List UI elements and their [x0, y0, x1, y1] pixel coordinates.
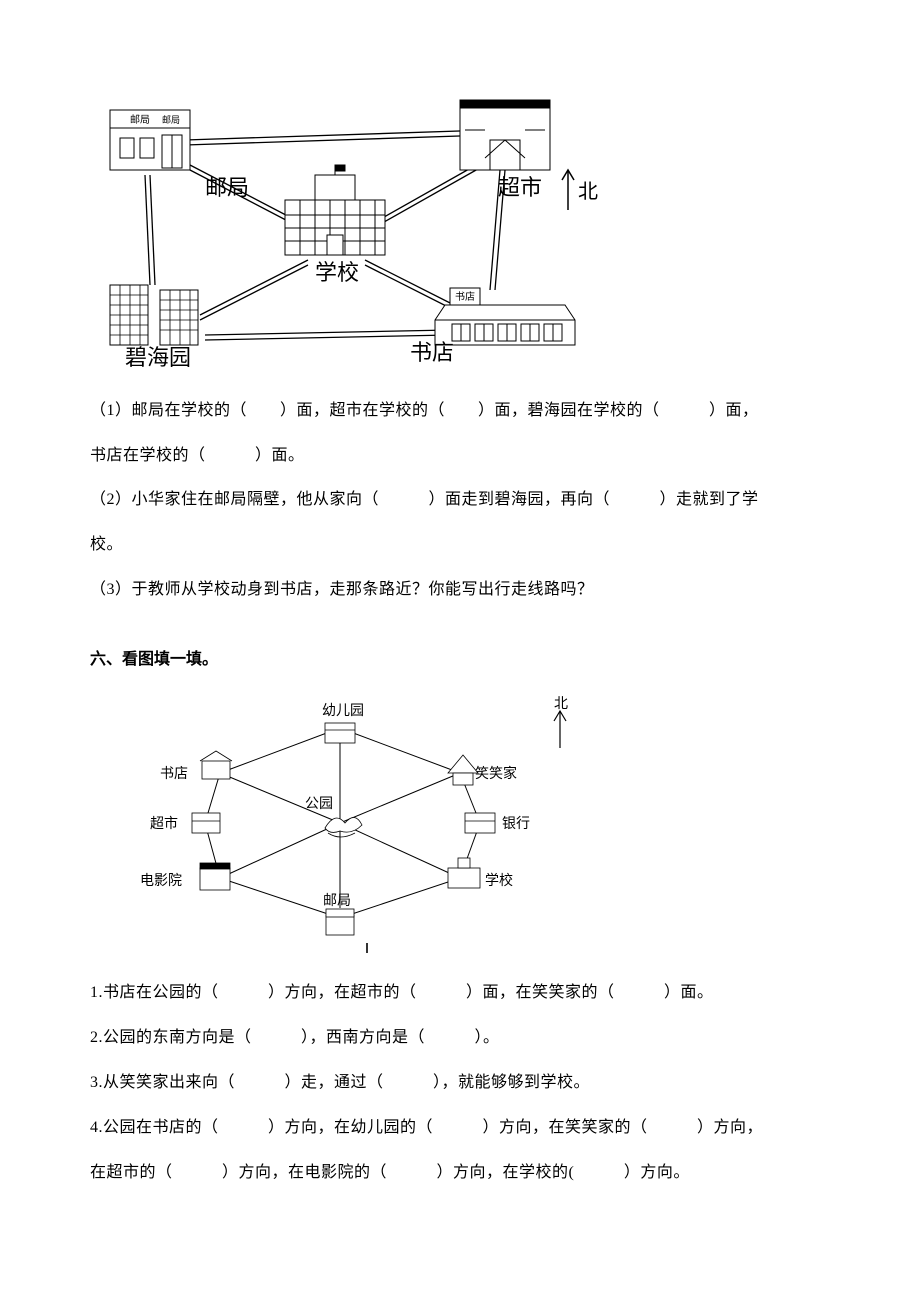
- q2-4b: 在超市的（ ）方向，在电影院的（ ）方向，在学校的( ）方向。: [90, 1151, 830, 1196]
- bihaiyuan-label: 碧海园: [125, 345, 191, 370]
- d2-cinema: 电影院: [140, 873, 182, 889]
- bookstore-sign-text: 书店: [455, 290, 475, 303]
- diagram-2-container: 幼儿园 书店 笑笑家 公园 超市 银行 电影院 学校 邮局 北: [90, 693, 830, 972]
- north-label-1: 北: [578, 180, 598, 203]
- d2-park: 公园: [305, 797, 333, 812]
- section-6-title: 六、看图填一填。: [90, 638, 830, 683]
- d2-kindergarten: 幼儿园: [322, 703, 364, 719]
- q1-line2: 书店在学校的（ ）面。: [90, 434, 830, 479]
- bookstore-label: 书店: [410, 340, 454, 365]
- q1-line1: （1）邮局在学校的（ ）面，超市在学校的（ ）面，碧海园在学校的（ ）面，: [90, 389, 830, 434]
- diagram-2: 幼儿园 书店 笑笑家 公园 超市 银行 电影院 学校 邮局 北: [130, 693, 600, 953]
- school-label: 学校: [315, 260, 359, 285]
- q2-1: 1.书店在公园的（ ）方向，在超市的（ ）面，在笑笑家的（ ）面。: [90, 971, 830, 1016]
- q2-3: 3.从笑笑家出来向（ ）走，通过（ ），就能够够到学校。: [90, 1061, 830, 1106]
- supermarket-building: [460, 100, 550, 170]
- q2-4: 4.公园在书店的（ ）方向，在幼儿园的（ ）方向，在笑笑家的（ ）方向，: [90, 1106, 830, 1151]
- diagram-1-container: 邮局 邮局 邮局 超市 北: [90, 80, 830, 389]
- d2-bank: 银行: [502, 816, 530, 832]
- worksheet-page: 邮局 邮局 邮局 超市 北: [0, 0, 920, 1255]
- q2-2: 2.公园的东南方向是（ ），西南方向是（ ）。: [90, 1016, 830, 1061]
- q3-line: （3）于教师从学校动身到书店，走那条路近？你能写出行走线路吗？: [90, 568, 830, 613]
- q2-line1: （2）小华家住在邮局隔壁，他从家向（ ）面走到碧海园，再向（ ）走就到了学: [90, 478, 830, 523]
- d2-bookstore: 书店: [160, 766, 188, 782]
- postoffice-building: 邮局 邮局: [110, 110, 190, 170]
- d2-postoffice: 邮局: [323, 893, 351, 909]
- q2-line2: 校。: [90, 523, 830, 568]
- postoffice-sign2-text: 邮局: [162, 114, 180, 125]
- postoffice-label: 邮局: [205, 175, 249, 200]
- d2-school: 学校: [485, 872, 513, 889]
- diagram-1: 邮局 邮局 邮局 超市 北: [90, 80, 600, 370]
- north-label-2: 北: [554, 696, 568, 712]
- d2-supermarket: 超市: [150, 815, 178, 832]
- postoffice-sign-text: 邮局: [130, 113, 150, 126]
- d2-xiaoxiao: 笑笑家: [475, 765, 517, 782]
- supermarket-label: 超市: [498, 175, 542, 200]
